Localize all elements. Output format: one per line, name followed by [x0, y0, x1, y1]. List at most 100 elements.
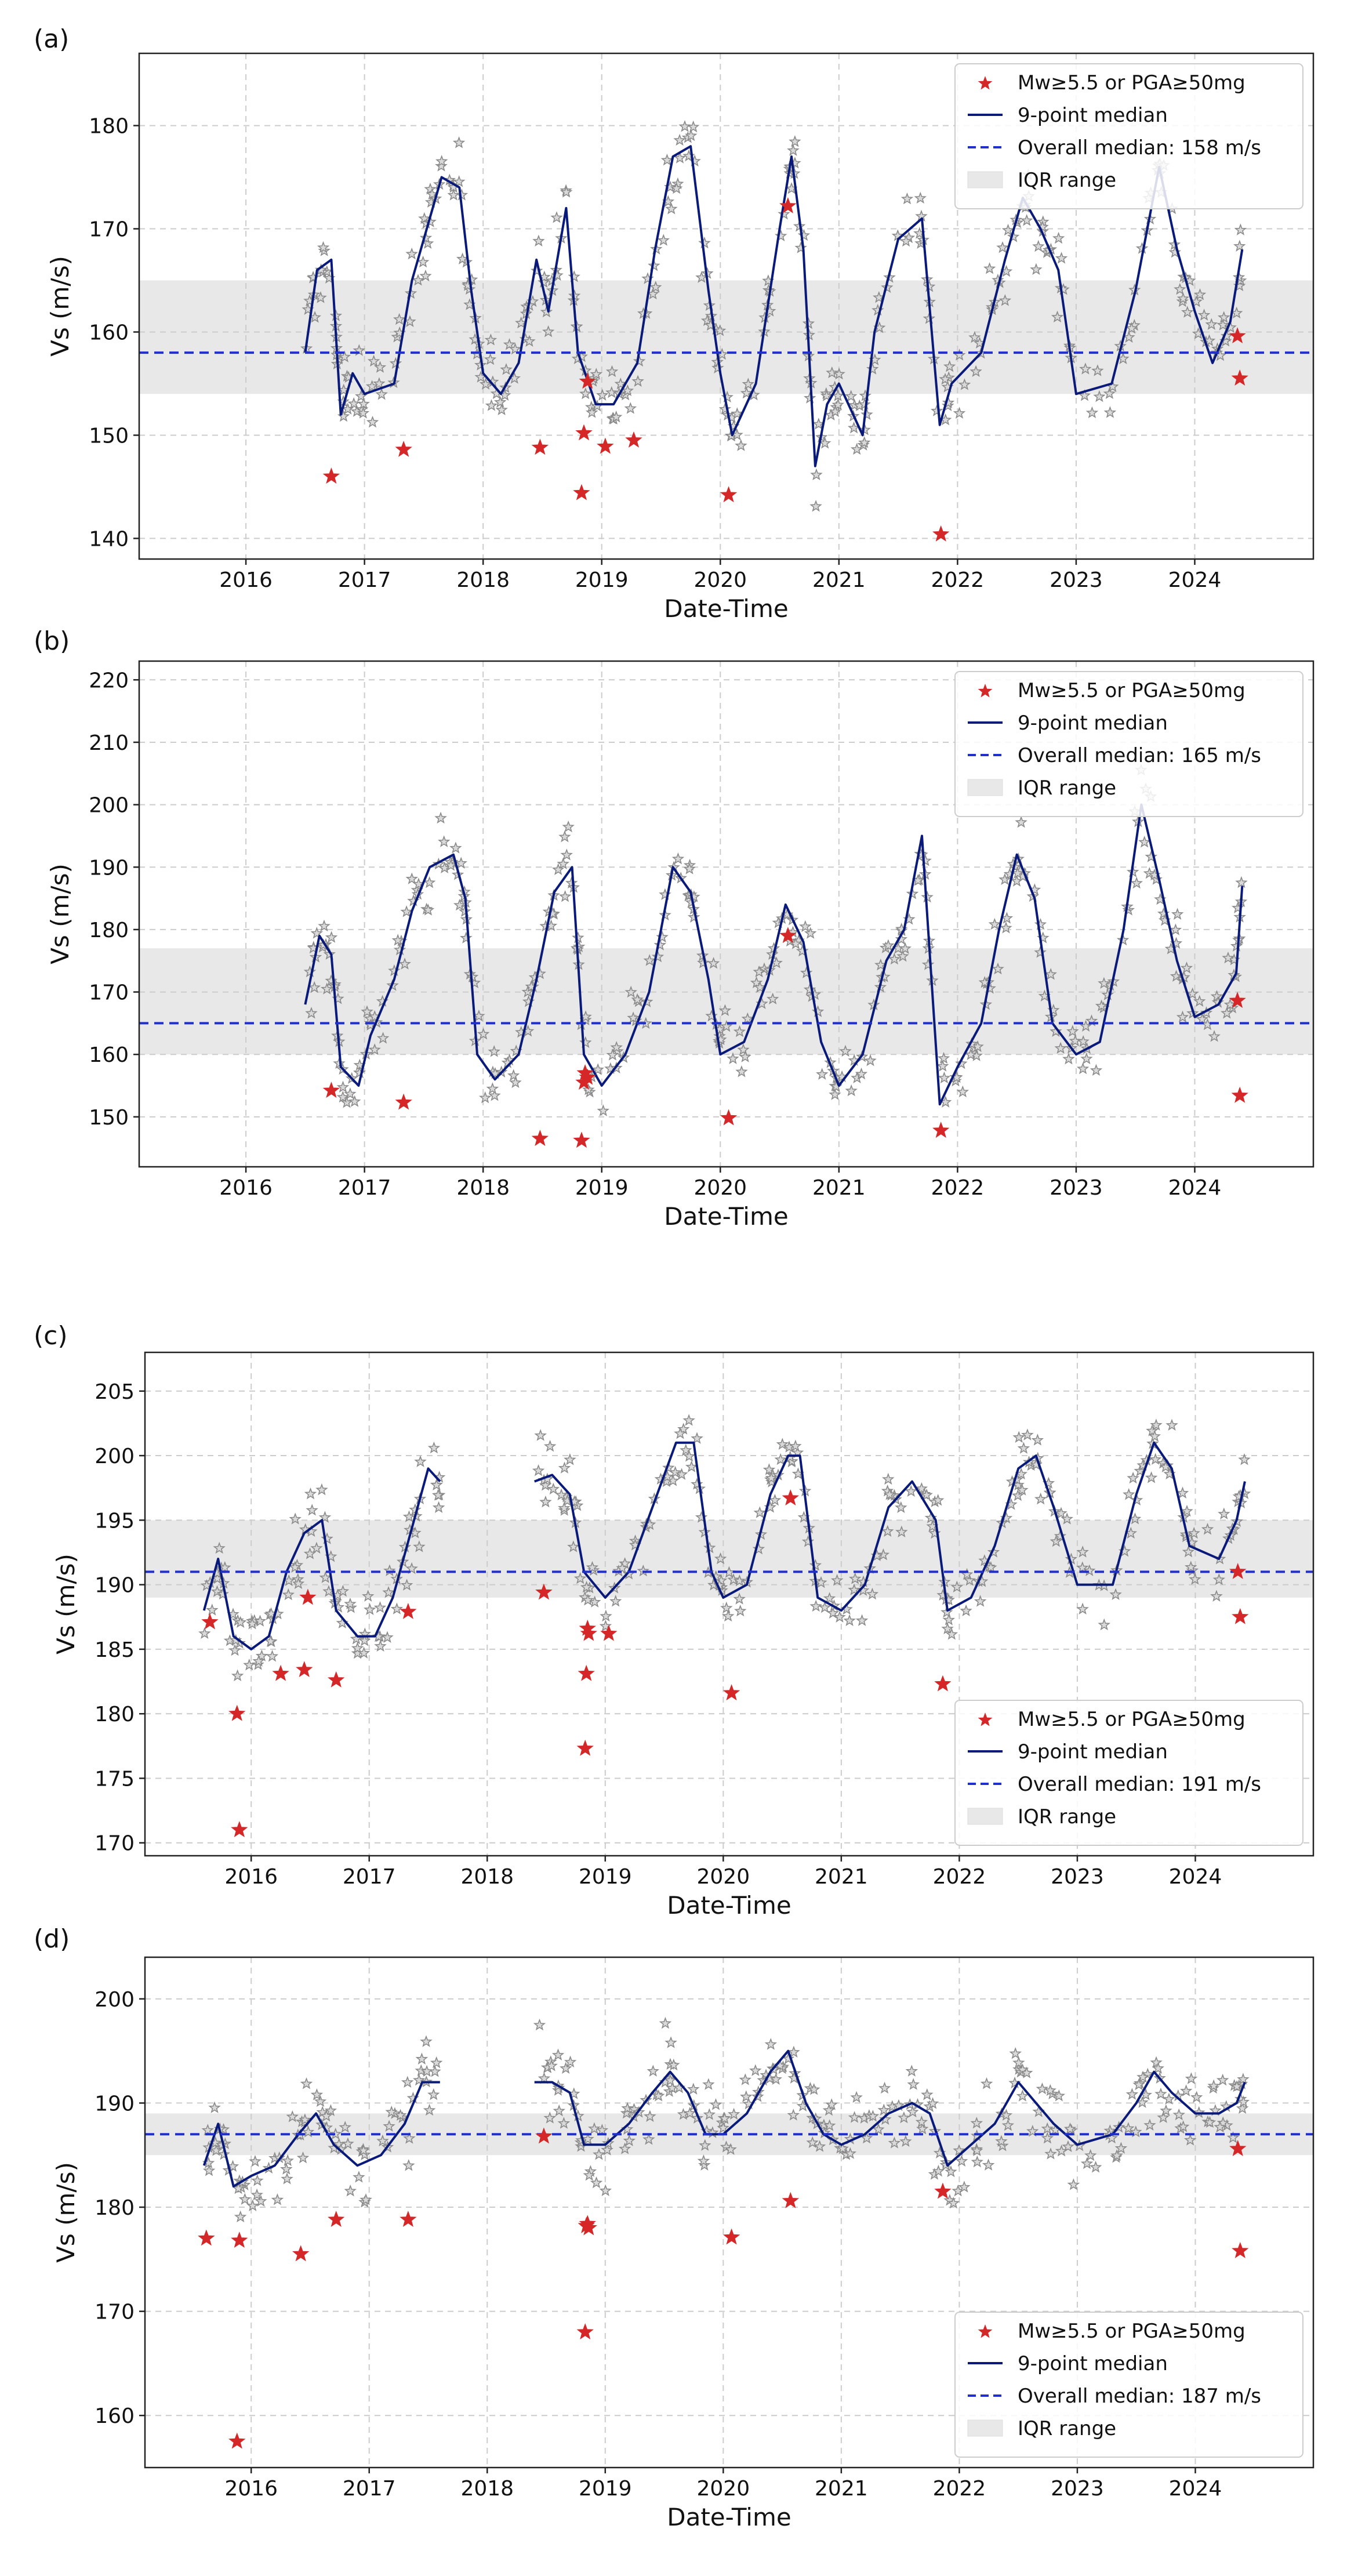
observation-point: [546, 907, 559, 919]
event-point: [231, 2232, 248, 2248]
observation-point: [618, 2142, 631, 2154]
observation-point: [317, 241, 330, 253]
x-tick-label: 2023: [1050, 1176, 1103, 1200]
observation-point: [376, 2134, 389, 2147]
observation-point: [1148, 1430, 1161, 1442]
observation-point: [593, 2148, 605, 2160]
x-tick-label: 2023: [1050, 568, 1103, 592]
observation-point: [845, 390, 858, 402]
panel-label: (c): [34, 1321, 68, 1351]
observation-point: [1230, 2080, 1243, 2092]
observation-point: [799, 920, 812, 933]
y-tick-label: 220: [89, 669, 129, 692]
observation-point: [353, 2171, 365, 2183]
observation-point: [373, 1601, 387, 1613]
legend-entry-label: 9-point median: [1018, 1740, 1168, 1764]
observation-point: [1210, 1590, 1223, 1602]
observation-point: [641, 995, 653, 1007]
observation-point: [682, 1414, 695, 1426]
observation-point: [271, 2193, 284, 2205]
event-point: [625, 431, 642, 448]
observation-point: [1021, 214, 1033, 226]
observation-point: [435, 159, 448, 172]
observation-point: [718, 2111, 731, 2124]
observation-point: [325, 931, 338, 943]
observation-point: [939, 372, 952, 385]
observation-point: [1007, 230, 1020, 242]
x-axis-label: Date-Time: [667, 1891, 791, 1920]
observation-point: [361, 1005, 373, 1017]
observation-point: [533, 967, 546, 979]
y-tick-label: 170: [95, 1832, 135, 1856]
observation-point: [823, 2119, 836, 2131]
observation-point: [509, 342, 522, 355]
observation-point: [895, 1501, 907, 1513]
observation-point: [542, 325, 555, 338]
observation-point: [763, 2071, 776, 2084]
observation-point: [543, 1439, 557, 1452]
observation-point: [452, 136, 466, 148]
observation-point: [414, 1455, 427, 1467]
observation-point: [306, 1504, 318, 1516]
observation-point: [1076, 1602, 1089, 1615]
observation-point: [1080, 1052, 1093, 1065]
observation-point: [659, 908, 671, 921]
observation-point: [866, 2110, 880, 2122]
observation-point: [1012, 2056, 1025, 2069]
observation-point: [675, 1468, 688, 1480]
x-tick-label: 2016: [224, 1865, 278, 1889]
observation-point: [201, 2124, 214, 2136]
observation-point: [1169, 923, 1182, 935]
observation-point: [336, 1080, 350, 1093]
observation-point: [1062, 2140, 1074, 2153]
observation-point: [1236, 2102, 1249, 2114]
observation-point: [460, 931, 473, 944]
legend-entry-label: 9-point median: [1018, 2352, 1168, 2375]
observation-point: [1044, 2147, 1057, 2160]
event-point: [292, 2245, 310, 2262]
observation-point: [253, 1614, 267, 1627]
observation-point: [727, 1052, 739, 1064]
observation-point: [970, 365, 982, 378]
y-tick-label: 190: [89, 856, 129, 880]
event-point: [779, 197, 797, 213]
observation-point: [919, 854, 932, 866]
observation-point: [643, 954, 656, 966]
observation-point: [905, 1485, 917, 1497]
observation-point: [764, 2038, 778, 2050]
observation-point: [1009, 2047, 1022, 2059]
observation-point: [420, 2065, 433, 2077]
observation-point: [1095, 999, 1108, 1011]
x-tick-label: 2023: [1051, 2477, 1104, 2501]
observation-point: [888, 952, 901, 965]
x-tick-label: 2017: [338, 1176, 391, 1200]
observation-point: [1165, 1418, 1178, 1431]
x-tick-label: 2017: [343, 1865, 396, 1889]
observation-point: [831, 398, 844, 411]
observation-point: [415, 2064, 427, 2077]
event-point: [722, 2228, 740, 2245]
observation-point: [711, 361, 724, 373]
x-tick-label: 2018: [456, 568, 510, 592]
observation-point: [878, 970, 891, 982]
observation-point: [699, 2139, 711, 2151]
observation-point: [418, 212, 431, 224]
observation-point: [815, 1576, 827, 1588]
observation-point: [452, 175, 466, 187]
observation-point: [1189, 1573, 1201, 1585]
observation-point: [874, 959, 887, 971]
observation-point: [698, 236, 711, 249]
observation-point: [402, 2159, 415, 2171]
observation-point: [872, 2123, 885, 2135]
observation-point: [586, 406, 598, 418]
observation-point: [782, 2052, 795, 2065]
observation-point: [830, 1574, 844, 1586]
observation-point: [238, 2193, 252, 2205]
y-tick-label: 205: [95, 1380, 135, 1404]
observation-point: [769, 2073, 782, 2085]
observation-point: [848, 2111, 861, 2123]
observation-point: [937, 1051, 950, 1064]
event-point: [535, 2127, 553, 2144]
observation-point: [424, 215, 437, 227]
event-point: [535, 1583, 553, 1600]
